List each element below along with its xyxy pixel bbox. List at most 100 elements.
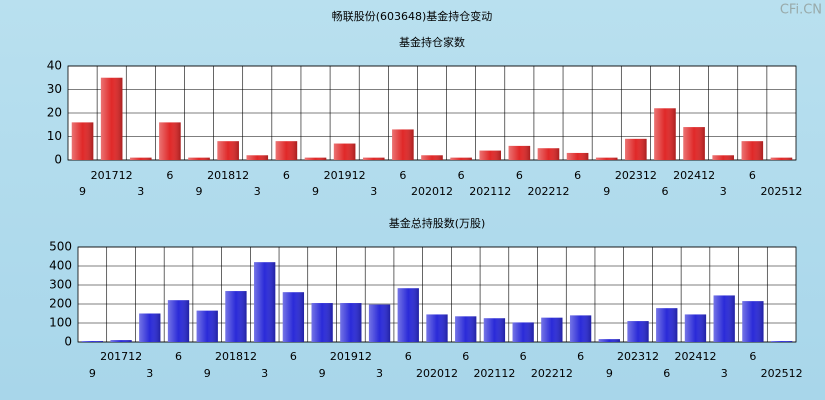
watermark: CFi.CN bbox=[780, 3, 822, 18]
bar-shade bbox=[627, 321, 649, 342]
x-tick-label: 202112 bbox=[473, 367, 515, 380]
bar-shade bbox=[167, 300, 190, 342]
x-tick-label: 202412 bbox=[673, 169, 715, 182]
y-tick-label: 300 bbox=[49, 278, 72, 292]
bar-shade bbox=[455, 316, 477, 342]
x-tick-label: 6 bbox=[399, 169, 406, 182]
x-tick-label: 201712 bbox=[100, 350, 142, 363]
x-tick-label: 6 bbox=[749, 350, 756, 363]
y-tick-label: 0 bbox=[54, 153, 62, 167]
bar-shade bbox=[625, 138, 647, 160]
x-tick-label: 202012 bbox=[411, 185, 453, 198]
bar-shade bbox=[450, 157, 472, 160]
bar-shade bbox=[139, 313, 161, 342]
x-tick-label: 6 bbox=[458, 169, 465, 182]
x-tick-label: 202012 bbox=[416, 367, 458, 380]
x-tick-label: 6 bbox=[290, 350, 297, 363]
x-tick-label: 6 bbox=[577, 350, 584, 363]
x-tick-label: 202512 bbox=[760, 185, 802, 198]
x-tick-label: 3 bbox=[376, 367, 383, 380]
bar-shade bbox=[595, 157, 618, 160]
y-tick-label: 20 bbox=[47, 106, 62, 120]
bar-shade bbox=[110, 340, 132, 342]
bar-shade bbox=[741, 141, 764, 160]
y-tick-label: 100 bbox=[49, 316, 72, 330]
x-tick-label: 9 bbox=[79, 185, 86, 198]
bar-shade bbox=[340, 303, 362, 342]
x-tick-label: 202112 bbox=[469, 185, 511, 198]
bar-shade bbox=[654, 108, 676, 160]
x-tick-label: 6 bbox=[749, 169, 756, 182]
bar-shade bbox=[656, 308, 678, 342]
bar-shade bbox=[426, 314, 448, 342]
x-tick-label: 6 bbox=[405, 350, 412, 363]
x-tick-label: 202512 bbox=[761, 367, 803, 380]
x-tick-label: 3 bbox=[137, 185, 144, 198]
bar-shade bbox=[188, 157, 210, 160]
bar-shade bbox=[541, 317, 563, 342]
x-tick-label: 3 bbox=[254, 185, 261, 198]
bar-shade bbox=[742, 301, 764, 342]
bar-shade bbox=[81, 341, 103, 342]
x-tick-label: 201812 bbox=[215, 350, 257, 363]
x-tick-label: 201912 bbox=[324, 169, 366, 182]
x-tick-label: 202212 bbox=[527, 185, 569, 198]
bar-shade bbox=[254, 262, 276, 342]
chart-title: 基金持仓家数 bbox=[399, 35, 465, 49]
x-tick-label: 6 bbox=[516, 169, 523, 182]
bar-shade bbox=[397, 288, 419, 342]
bar-shade bbox=[566, 152, 589, 160]
x-tick-label: 9 bbox=[312, 185, 319, 198]
x-tick-label: 201912 bbox=[330, 350, 372, 363]
bar-shade bbox=[508, 145, 531, 160]
bar-shade bbox=[569, 315, 592, 342]
chart-title: 基金总持股数(万股) bbox=[389, 216, 486, 230]
bar-shade bbox=[421, 155, 443, 160]
x-tick-label: 202312 bbox=[617, 350, 659, 363]
bar-shade bbox=[770, 157, 793, 160]
y-tick-label: 500 bbox=[49, 240, 72, 254]
y-tick-label: 30 bbox=[47, 82, 62, 96]
x-tick-label: 6 bbox=[661, 185, 668, 198]
bar-shade bbox=[225, 291, 247, 342]
bar-shade bbox=[217, 141, 239, 160]
bar-shade bbox=[100, 77, 123, 160]
y-tick-label: 400 bbox=[49, 259, 72, 273]
y-tick-label: 40 bbox=[47, 59, 62, 73]
x-tick-label: 9 bbox=[89, 367, 96, 380]
x-tick-label: 6 bbox=[520, 350, 527, 363]
x-tick-label: 9 bbox=[319, 367, 326, 380]
y-tick-label: 200 bbox=[49, 297, 72, 311]
x-tick-label: 3 bbox=[370, 185, 377, 198]
x-tick-label: 9 bbox=[603, 185, 610, 198]
bar-shade bbox=[483, 318, 506, 342]
bar-shade bbox=[196, 310, 218, 342]
bar-shade bbox=[392, 129, 414, 160]
bar-shade bbox=[713, 295, 735, 342]
page-title: 畅联股份(603648)基金持仓变动 bbox=[332, 9, 493, 23]
x-tick-label: 202212 bbox=[531, 367, 573, 380]
y-tick-label: 0 bbox=[64, 335, 72, 349]
bar-shade bbox=[282, 292, 305, 342]
bar-shade bbox=[479, 150, 502, 160]
y-tick-label: 10 bbox=[47, 129, 62, 143]
bar-shade bbox=[304, 157, 327, 160]
x-tick-label: 201812 bbox=[207, 169, 249, 182]
bar-shade bbox=[362, 157, 385, 160]
x-tick-label: 6 bbox=[462, 350, 469, 363]
bar-shade bbox=[368, 304, 391, 342]
bar-shade bbox=[771, 341, 793, 342]
bar-shade bbox=[159, 122, 181, 160]
x-tick-label: 201712 bbox=[91, 169, 133, 182]
bar-shade bbox=[130, 157, 152, 160]
x-tick-label: 9 bbox=[196, 185, 203, 198]
bar-shade bbox=[311, 303, 333, 342]
bar-shade bbox=[598, 339, 620, 342]
x-tick-label: 6 bbox=[283, 169, 290, 182]
x-tick-label: 6 bbox=[663, 367, 670, 380]
bar-shade bbox=[684, 314, 707, 342]
x-tick-label: 3 bbox=[261, 367, 268, 380]
bar-shade bbox=[537, 148, 560, 160]
x-tick-label: 202412 bbox=[674, 350, 716, 363]
